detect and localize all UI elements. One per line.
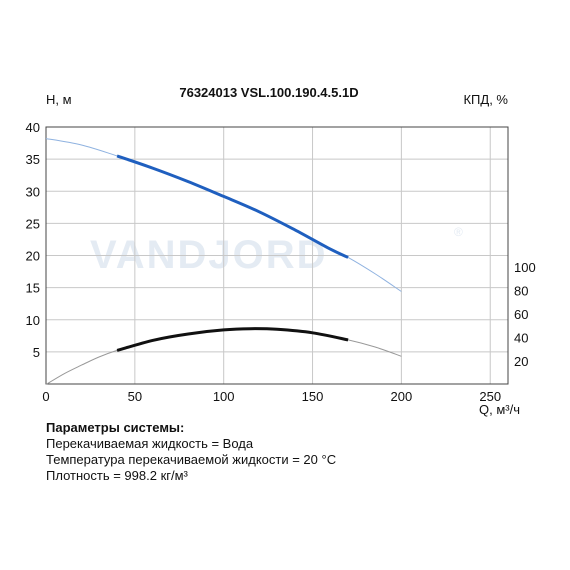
y-tick-label: 40	[26, 120, 40, 135]
curves	[45, 138, 402, 385]
right-axis-label: КПД, %	[463, 92, 508, 107]
y-tick-label: 25	[26, 216, 40, 231]
y-tick-label: 5	[33, 345, 40, 360]
x-axis-label: Q, м³/ч	[479, 402, 520, 417]
system-parameters: Параметры системы: Перекачиваемая жидкос…	[46, 420, 336, 484]
right-tick-label: 20	[514, 354, 528, 369]
x-tick-label: 100	[213, 389, 235, 404]
x-tick-label: 200	[391, 389, 413, 404]
x-tick-label: 50	[128, 389, 142, 404]
grid-lines	[46, 127, 508, 384]
right-tick-labels: 20 40 60 80 100	[514, 260, 536, 369]
right-tick-label: 100	[514, 260, 536, 275]
plot-frame	[45, 126, 509, 385]
y-tick-label: 10	[26, 313, 40, 328]
x-tick-label: 250	[479, 389, 501, 404]
head-curve	[116, 154, 349, 259]
watermark-registered-mark: ®	[454, 225, 463, 239]
efficiency-curve	[116, 327, 349, 352]
y-axis-label: Н, м	[46, 92, 72, 107]
y-tick-label: 35	[26, 152, 40, 167]
x-tick-label: 150	[302, 389, 324, 404]
system-parameters-title: Параметры системы:	[46, 420, 185, 435]
y-tick-label: 15	[26, 281, 40, 296]
x-tick-labels: 0 50 100 150 200 250	[42, 389, 501, 404]
x-tick-label: 0	[42, 389, 49, 404]
param-temperature: Температура перекачиваемой жидкости = 20…	[46, 452, 337, 467]
chart-title: 76324013 VSL.100.190.4.5.1D	[179, 85, 358, 100]
right-tick-label: 60	[514, 307, 528, 322]
param-fluid: Перекачиваемая жидкость = Вода	[46, 436, 254, 451]
right-tick-label: 40	[514, 331, 528, 346]
y-tick-labels: 5 10 15 20 25 30 35 40	[26, 120, 40, 360]
y-tick-label: 30	[26, 184, 40, 199]
param-density: Плотность = 998.2 кг/м³	[46, 468, 188, 483]
right-tick-label: 80	[514, 284, 528, 299]
y-tick-label: 20	[26, 249, 40, 264]
